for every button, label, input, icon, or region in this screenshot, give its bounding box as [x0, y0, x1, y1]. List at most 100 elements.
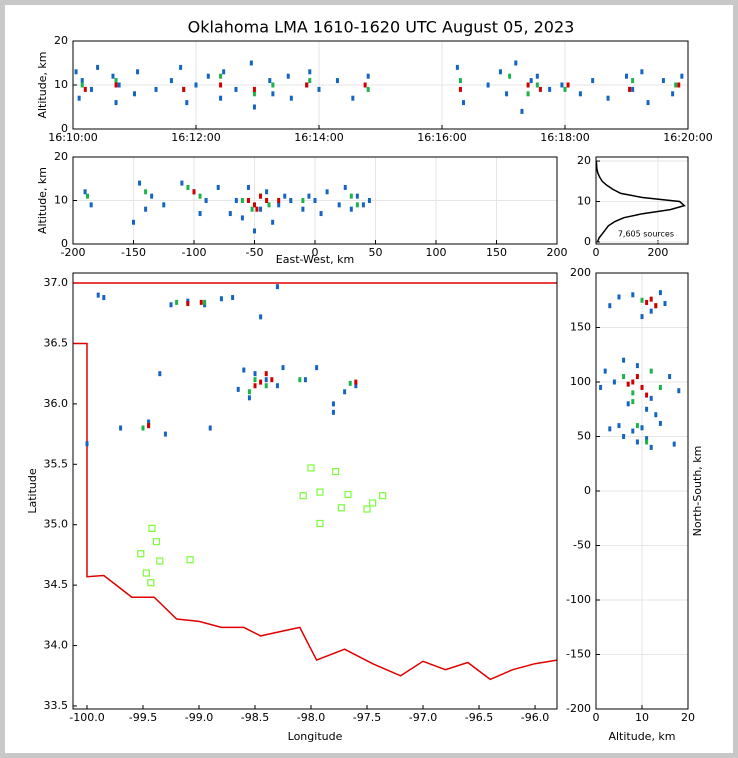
x-tick-label: -96.5	[465, 711, 493, 724]
source-point	[303, 377, 307, 383]
source-point	[186, 184, 190, 190]
source-point	[85, 441, 89, 447]
source-point	[349, 193, 353, 199]
source-point	[538, 86, 542, 92]
source-point	[308, 78, 312, 84]
source-point	[622, 374, 626, 380]
source-point	[175, 299, 179, 305]
source-point	[133, 91, 136, 97]
y-tick-label: 35.5	[44, 457, 69, 470]
source-point	[198, 211, 202, 217]
source-point	[179, 64, 183, 70]
source-point	[216, 184, 220, 190]
plot-frame	[72, 272, 558, 710]
source-point	[298, 377, 302, 383]
source-point	[631, 399, 635, 405]
y-tick-label: 10	[54, 78, 68, 91]
station	[363, 505, 371, 513]
x-tick-label: 16:10:00	[48, 131, 97, 144]
source-point	[301, 206, 305, 212]
source-point	[646, 100, 650, 106]
x-tick-label: 100	[426, 246, 447, 259]
x-tick-label: -99.5	[129, 711, 157, 724]
plot-area	[74, 60, 684, 114]
source-point	[658, 290, 662, 296]
x-tick-label: -50	[246, 246, 264, 259]
station	[307, 464, 315, 472]
y-tick-label: 0	[584, 235, 591, 248]
plot-frame	[595, 272, 689, 710]
source-point	[249, 60, 253, 66]
x-tick-label: -200	[61, 246, 86, 259]
source-point	[264, 371, 268, 377]
source-point	[343, 389, 347, 395]
source-point	[671, 91, 675, 97]
source-point	[199, 299, 203, 305]
station	[137, 550, 145, 558]
source-point	[138, 180, 142, 186]
source-point	[654, 303, 658, 309]
y-tick-label: 20	[54, 34, 68, 47]
source-point	[169, 78, 173, 84]
source-point	[265, 198, 269, 203]
x-tick-label: 200	[547, 246, 568, 259]
source-point	[645, 439, 649, 445]
y-tick-label: 33.5	[44, 699, 69, 712]
source-point	[253, 371, 257, 377]
plot-area	[596, 160, 686, 243]
source-point	[361, 202, 365, 208]
plot-background	[73, 273, 557, 709]
source-point	[219, 73, 223, 79]
source-point	[578, 91, 582, 97]
source-point	[631, 379, 635, 385]
source-point	[612, 379, 616, 385]
source-point	[337, 202, 341, 208]
panel: 0 10 20 -200 -150 -100 -50 0 50 100 150 200 Altitude…	[566, 266, 704, 743]
source-point	[158, 371, 162, 377]
source-point	[626, 381, 630, 387]
source-point	[548, 86, 552, 92]
x-tick-label: 16:12:00	[171, 131, 220, 144]
source-point	[264, 383, 268, 389]
source-point	[654, 412, 658, 418]
source-point	[259, 206, 263, 212]
source-point	[462, 100, 466, 106]
source-point	[677, 82, 681, 88]
y-tick-label: 100	[570, 375, 591, 388]
source-point	[162, 202, 166, 208]
source-point	[631, 390, 635, 396]
source-point	[271, 91, 275, 97]
source-point	[247, 395, 251, 401]
source-point	[154, 86, 158, 92]
source-point	[649, 395, 653, 401]
source-point	[355, 193, 359, 199]
source-point	[354, 383, 358, 389]
source-point	[301, 198, 305, 203]
y-tick-label: 150	[570, 321, 591, 334]
y-tick-label: 34.0	[44, 639, 69, 652]
source-point	[635, 374, 639, 380]
source-point	[240, 198, 244, 203]
source-point	[222, 69, 226, 75]
source-point	[141, 425, 145, 431]
source-point	[252, 104, 256, 110]
source-point	[192, 189, 196, 195]
y-tick-label: 20	[54, 150, 68, 163]
source-point	[640, 314, 644, 320]
source-point	[599, 384, 603, 390]
source-point	[265, 189, 269, 195]
source-point	[505, 91, 509, 97]
source-point	[208, 425, 212, 431]
source-point	[520, 108, 524, 114]
plot-frame	[72, 40, 689, 130]
station	[316, 519, 324, 528]
source-point	[363, 82, 367, 88]
source-point	[658, 420, 662, 426]
source-point	[182, 86, 186, 92]
y-axis-label: North-South, km	[691, 446, 704, 537]
source-point	[535, 73, 539, 79]
source-point	[147, 423, 151, 429]
plot-area	[599, 290, 681, 450]
source-point	[289, 198, 293, 203]
